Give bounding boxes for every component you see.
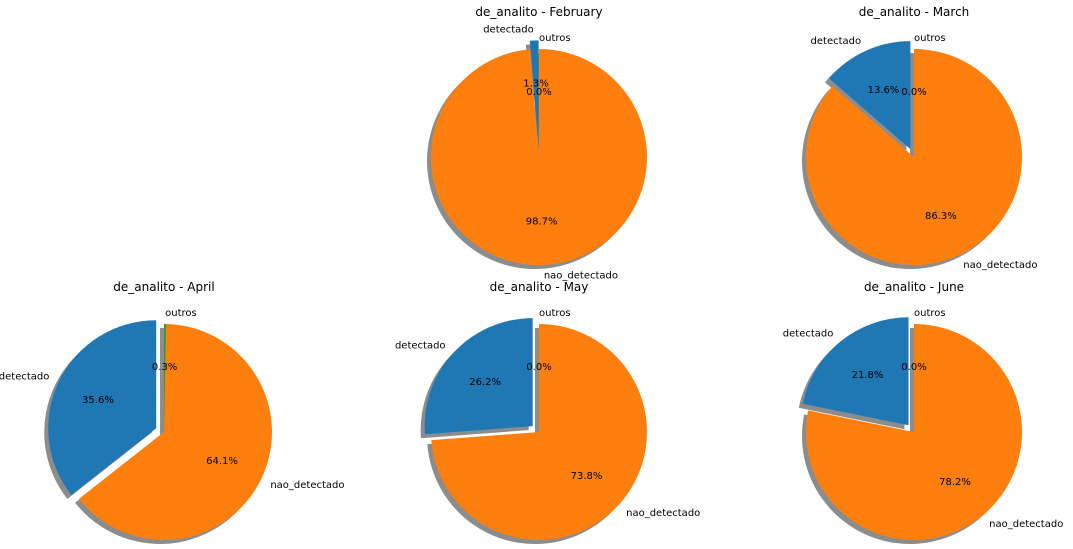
pie-slice-outros xyxy=(164,324,167,432)
chart-title: de_analito - February xyxy=(475,5,602,19)
slice-percent-label: 0.0% xyxy=(901,362,926,373)
pie-slice-detectado xyxy=(424,318,533,435)
slice-label: detectado xyxy=(0,371,49,382)
slice-label: nao_detectado xyxy=(544,271,618,282)
chart-title: de_analito - April xyxy=(113,280,214,294)
chart-title: de_analito - June xyxy=(864,280,964,294)
pie-slice-nao-detectado xyxy=(806,324,1023,540)
slice-percent-label: 0.3% xyxy=(152,362,177,373)
slice-label: detectado xyxy=(783,328,834,339)
slice-percent-label: 0.0% xyxy=(901,87,926,98)
chart-title: de_analito - May xyxy=(490,280,589,294)
slice-percent-label: 64.1% xyxy=(206,456,238,467)
slice-percent-label: 0.0% xyxy=(526,362,551,373)
slice-percent-label: 86.3% xyxy=(925,211,957,222)
slice-label: nao_detectado xyxy=(626,508,700,519)
slice-percent-label: 1.3% xyxy=(523,79,548,90)
slice-label: outros xyxy=(165,308,197,319)
chart-title: de_analito - March xyxy=(859,5,970,19)
pie-chart-1: de_analito - March detectado 13.6% nao_dete… xyxy=(801,5,1037,271)
slice-label: outros xyxy=(539,33,571,44)
slice-percent-label: 35.6% xyxy=(82,395,114,406)
pie-slice-nao-detectado xyxy=(79,324,273,540)
slice-label: nao_detectado xyxy=(989,519,1063,530)
pie-slice-nao-detectado xyxy=(806,49,1022,265)
slice-label: detectado xyxy=(483,25,534,36)
slice-percent-label: 73.8% xyxy=(571,471,603,482)
slice-percent-label: 21.8% xyxy=(852,370,884,381)
pie-slice-detectado xyxy=(802,317,909,426)
pie-slice-detectado xyxy=(828,41,911,150)
pie-slice-nao-detectado xyxy=(431,49,647,265)
slice-label: detectado xyxy=(395,340,446,351)
slice-label: nao_detectado xyxy=(963,260,1037,271)
slice-label: detectado xyxy=(811,36,862,47)
pie-chart-4: de_analito - June detectado 21.8% nao_detec… xyxy=(783,280,1063,544)
slice-label: outros xyxy=(539,308,571,319)
slice-percent-label: 26.2% xyxy=(469,377,501,388)
pie-chart-3: de_analito - May detectado 26.2% nao_detect… xyxy=(395,280,700,544)
slice-percent-label: 13.6% xyxy=(868,85,900,96)
slice-label: outros xyxy=(914,308,946,319)
pie-slice-detectado xyxy=(529,40,539,149)
pie-chart-2: de_analito - April detectado 35.6% nao_dete… xyxy=(0,280,345,544)
pie-chart-0: de_analito - February detectado 1.3% nao_de… xyxy=(427,5,647,282)
slice-shadow xyxy=(160,328,163,436)
pie-slice-detectado xyxy=(48,320,157,495)
slice-percent-label: 98.7% xyxy=(526,217,558,228)
slice-percent-label: 78.2% xyxy=(939,477,971,488)
pie-slice-nao-detectado xyxy=(431,324,648,540)
slice-percent-label: 0.0% xyxy=(526,87,551,98)
slice-label: nao_detectado xyxy=(270,480,344,491)
slice-label: outros xyxy=(914,33,946,44)
charts-layer: de_analito - February detectado 1.3% nao_de… xyxy=(0,5,1063,544)
